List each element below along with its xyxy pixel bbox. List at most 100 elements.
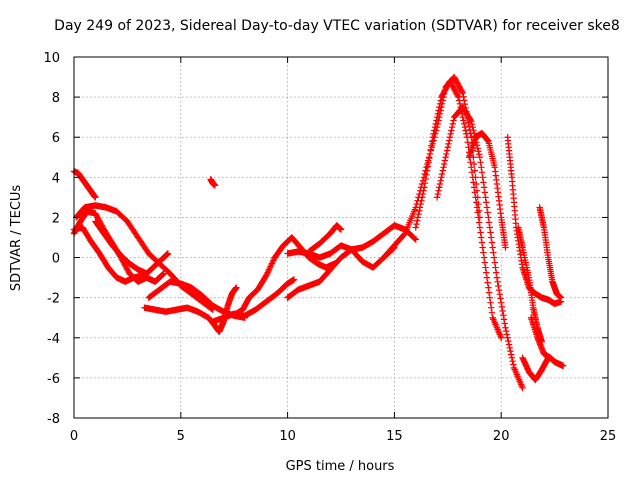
data-point: [504, 334, 511, 341]
data-point: [467, 159, 474, 166]
data-point: [502, 324, 509, 331]
data-point: [475, 214, 482, 221]
data-point: [446, 134, 454, 141]
data-point: [455, 93, 462, 101]
data-point: [415, 210, 422, 218]
data-point: [508, 354, 516, 362]
data-point: [463, 134, 471, 141]
data-point: [443, 147, 451, 154]
data-point: [499, 307, 506, 315]
data-point: [437, 177, 444, 184]
data-point: [487, 299, 494, 306]
data-point: [436, 184, 443, 191]
series-arc-2: [70, 208, 167, 285]
data-point: [470, 130, 478, 137]
data-point: [449, 120, 456, 128]
data-point: [436, 100, 444, 107]
data-point: [434, 190, 442, 198]
data-point: [500, 316, 508, 323]
data-point: [490, 249, 497, 256]
data-point: [433, 194, 441, 201]
data-point: [434, 110, 442, 118]
y-tick-label: 4: [52, 171, 60, 186]
data-point: [429, 134, 437, 141]
data-point: [485, 284, 492, 291]
data-point: [464, 139, 471, 146]
data-point: [485, 214, 492, 221]
data-point: [265, 266, 273, 273]
data-point: [263, 272, 270, 279]
data-point: [440, 164, 447, 171]
y-tick-label: -6: [47, 372, 60, 387]
data-point: [495, 286, 503, 294]
data-point: [470, 127, 477, 134]
data-point: [509, 357, 516, 365]
data-point: [414, 214, 422, 221]
data-point: [475, 148, 482, 155]
data-point: [461, 123, 469, 131]
data-point: [160, 270, 167, 277]
data-point: [459, 113, 466, 121]
data-point: [478, 169, 486, 176]
data-point: [473, 204, 481, 211]
series-arc-12: [305, 222, 345, 255]
data-point: [411, 235, 419, 242]
data-point: [413, 217, 421, 224]
data-point: [480, 254, 488, 261]
data-point: [486, 224, 494, 231]
data-point: [441, 160, 448, 168]
chart-title: Day 249 of 2023, Sidereal Day-to-day VTE…: [54, 18, 620, 34]
data-point: [164, 250, 172, 257]
data-point: [420, 187, 427, 194]
data-point: [462, 127, 469, 134]
data-point: [497, 295, 504, 302]
data-point: [436, 180, 444, 188]
data-point: [428, 142, 435, 149]
data-point: [559, 362, 567, 370]
data-point: [492, 264, 499, 271]
data-point: [265, 267, 272, 275]
data-point: [422, 175, 429, 183]
data-point: [510, 361, 517, 368]
data-point: [495, 282, 502, 290]
data-point: [437, 97, 444, 104]
data-point: [482, 194, 489, 201]
y-tick-label: -8: [47, 412, 60, 427]
data-point: [503, 331, 511, 338]
data-point: [498, 299, 505, 306]
data-point: [469, 174, 476, 181]
data-point: [493, 274, 501, 281]
data-point: [263, 270, 271, 278]
data-point: [418, 180, 426, 188]
data-point: [431, 123, 439, 131]
data-point: [264, 269, 271, 276]
data-point: [450, 117, 457, 124]
series-arc-22: [536, 204, 565, 301]
data-point: [433, 113, 441, 121]
data-point: [460, 120, 468, 128]
data-point: [484, 279, 491, 286]
data-point: [502, 244, 509, 251]
x-tick-label: 0: [70, 429, 78, 444]
data-point: [481, 259, 489, 266]
y-tick-label: 2: [52, 211, 60, 226]
data-point: [496, 291, 503, 298]
y-tick-label: -4: [47, 332, 60, 347]
data-point: [482, 264, 489, 271]
data-point: [473, 199, 480, 206]
data-point: [476, 224, 484, 231]
data-point: [493, 269, 500, 276]
data-point: [506, 344, 513, 352]
series-arc-6: [207, 176, 219, 189]
data-point: [268, 261, 275, 269]
data-point: [423, 167, 431, 174]
series-arc-18: [504, 134, 565, 307]
data-point: [505, 337, 512, 345]
data-point: [468, 120, 476, 128]
data-point: [519, 384, 526, 392]
data-point: [438, 174, 445, 181]
data-point: [469, 123, 476, 131]
plot-frame: [73, 56, 609, 419]
series-arc-15: [412, 77, 505, 341]
